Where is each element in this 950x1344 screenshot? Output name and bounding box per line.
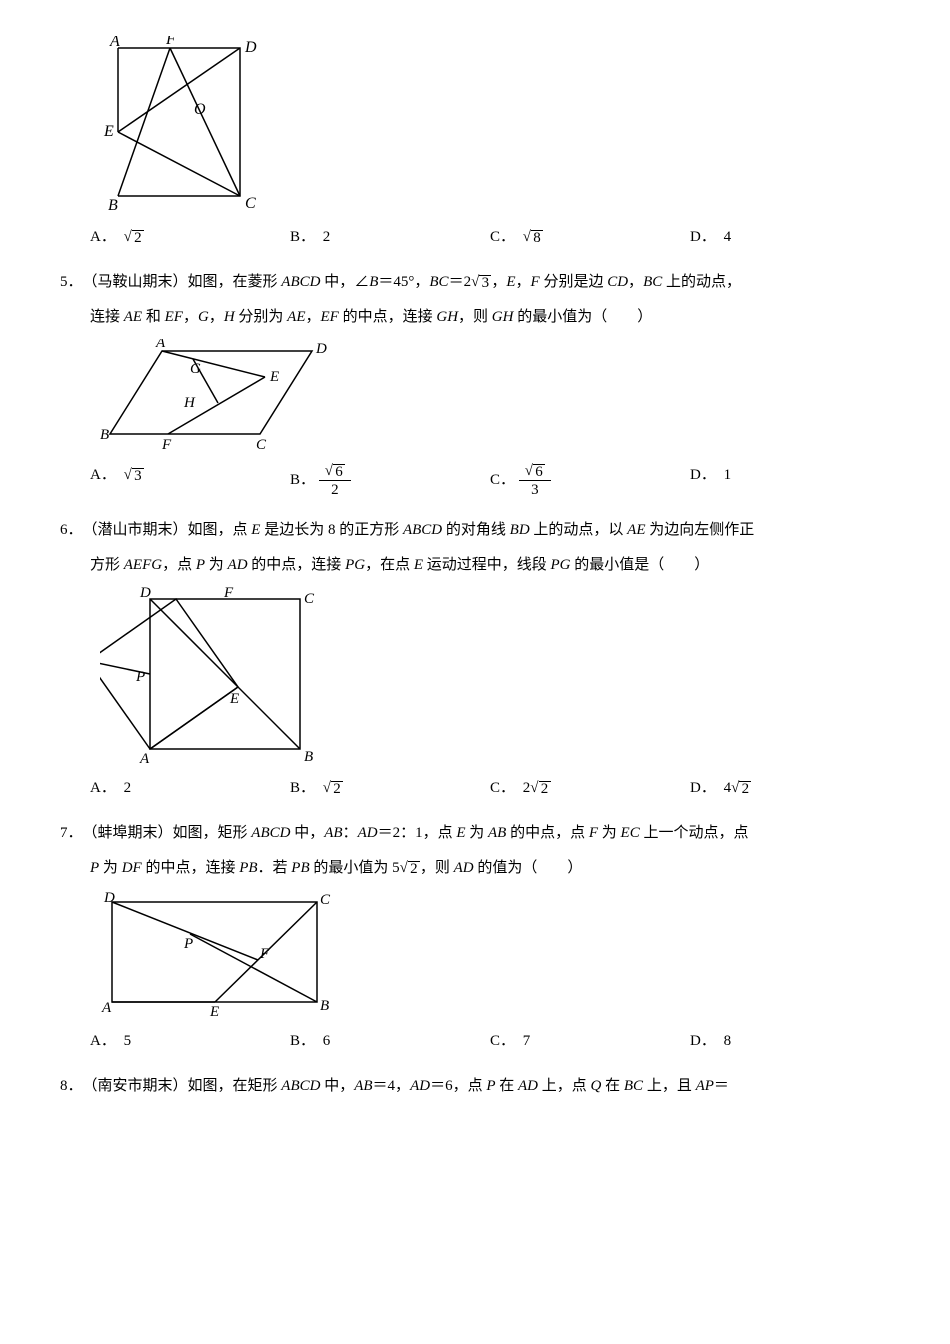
svg-text:D: D — [103, 890, 115, 906]
question-4-fragment: A F D O E B C A． √2 B． 2 C． √8 D． 4 — [60, 36, 890, 251]
options-q7: A． 5 B． 6 C． 7 D． 8 — [60, 1028, 890, 1055]
question-5: 5．（马鞍山期末）如图，在菱形 ABCD 中，∠B＝45°，BC＝2√3，E，F… — [60, 269, 890, 499]
svg-text:C: C — [256, 437, 267, 453]
question-text: 8．（南安市期末）如图，在矩形 ABCD 中，AB＝4，AD＝6，点 P 在 A… — [60, 1073, 890, 1100]
figure-q7: D C A B E F P — [100, 890, 335, 1020]
option-C: C． 7 — [490, 1028, 690, 1055]
svg-text:P: P — [183, 936, 193, 952]
svg-text:A: A — [139, 751, 150, 767]
fig-label-D: D — [244, 39, 257, 56]
option-C: C． √6 3 — [490, 462, 690, 499]
option-A: A． 5 — [90, 1028, 290, 1055]
question-text-line2: P 为 DF 的中点，连接 PB．若 PB 的最小值为 5√2，则 AD 的值为… — [60, 855, 890, 882]
option-D: D． 4 — [690, 224, 890, 251]
question-7: 7．（蚌埠期末）如图，矩形 ABCD 中，AB：AD＝2：1，点 E 为 AB … — [60, 820, 890, 1055]
svg-text:A: A — [101, 1000, 112, 1016]
fraction: √6 2 — [323, 462, 347, 499]
options-q4: A． √2 B． 2 C． √8 D． 4 — [60, 224, 890, 251]
sqrt-2: √2 — [400, 861, 420, 877]
option-B: B． 2 — [290, 224, 490, 251]
fig-label-B: B — [108, 197, 118, 214]
sqrt-2: √2 — [731, 781, 751, 797]
question-text: 5．（马鞍山期末）如图，在菱形 ABCD 中，∠B＝45°，BC＝2√3，E，F… — [60, 269, 890, 296]
svg-text:D: D — [139, 587, 151, 601]
option-D: D． 8 — [690, 1028, 890, 1055]
fraction: √6 3 — [523, 462, 547, 499]
option-label: A． — [90, 229, 116, 245]
sqrt-8: √8 — [523, 230, 543, 246]
fig-label-A: A — [109, 36, 120, 50]
svg-text:B: B — [320, 998, 329, 1014]
fig-label-E: E — [103, 123, 114, 140]
sqrt-3: √3 — [471, 275, 491, 291]
option-B: B． √6 2 — [290, 462, 490, 499]
options-q5: A． √3 B． √6 2 C． √6 3 D． 1 — [60, 462, 890, 499]
option-A: A． √3 — [90, 462, 290, 499]
sqrt-2: √2 — [530, 781, 550, 797]
option-D: D． 4√2 — [690, 775, 890, 802]
question-6: 6．（潜山市期末）如图，点 E 是边长为 8 的正方形 ABCD 的对角线 BD… — [60, 517, 890, 802]
sqrt-2: √2 — [124, 230, 144, 246]
svg-text:F: F — [223, 587, 234, 601]
option-C: C． √8 — [490, 224, 690, 251]
svg-text:F: F — [161, 437, 172, 453]
svg-text:P: P — [135, 669, 145, 685]
fig-label-C: C — [245, 195, 256, 212]
svg-text:E: E — [229, 691, 239, 707]
option-A: A． √2 — [90, 224, 290, 251]
question-text-line2: 方形 AEFG，点 P 为 AD 的中点，连接 PG，在点 E 运动过程中，线段… — [60, 552, 890, 579]
question-8: 8．（南安市期末）如图，在矩形 ABCD 中，AB＝4，AD＝6，点 P 在 A… — [60, 1073, 890, 1100]
option-label: D． — [690, 229, 716, 245]
svg-text:D: D — [315, 341, 327, 357]
sqrt-3: √3 — [124, 468, 144, 484]
svg-text:E: E — [269, 369, 279, 385]
option-B: B． 6 — [290, 1028, 490, 1055]
option-C: C． 2√2 — [490, 775, 690, 802]
option-A: A． 2 — [90, 775, 290, 802]
svg-text:F: F — [259, 946, 270, 962]
option-label: B． — [290, 229, 315, 245]
sqrt-2: √2 — [323, 781, 343, 797]
svg-text:B: B — [100, 427, 109, 443]
option-label: C． — [490, 229, 515, 245]
question-text: 7．（蚌埠期末）如图，矩形 ABCD 中，AB：AD＝2：1，点 E 为 AB … — [60, 820, 890, 847]
svg-text:G: G — [190, 361, 201, 377]
svg-text:E: E — [209, 1004, 219, 1020]
figure-q4: A F D O E B C — [100, 36, 270, 216]
svg-text:B: B — [304, 749, 313, 765]
option-value: 4 — [724, 229, 732, 245]
options-q6: A． 2 B． √2 C． 2√2 D． 4√2 — [60, 775, 890, 802]
fig-label-O: O — [194, 101, 206, 118]
option-value: 2 — [323, 229, 331, 245]
svg-text:A: A — [155, 339, 166, 351]
svg-text:H: H — [183, 395, 196, 411]
option-D: D． 1 — [690, 462, 890, 499]
figure-q5: A D B C F E G H — [100, 339, 330, 454]
question-text-line2: 连接 AE 和 EF，G，H 分别为 AE，EF 的中点，连接 GH，则 GH … — [60, 304, 890, 331]
svg-text:C: C — [304, 591, 315, 607]
question-text: 6．（潜山市期末）如图，点 E 是边长为 8 的正方形 ABCD 的对角线 BD… — [60, 517, 890, 544]
svg-text:C: C — [320, 892, 331, 908]
fig-label-F: F — [165, 36, 176, 48]
option-B: B． √2 — [290, 775, 490, 802]
figure-q6: D C A B E F G P — [100, 587, 320, 767]
